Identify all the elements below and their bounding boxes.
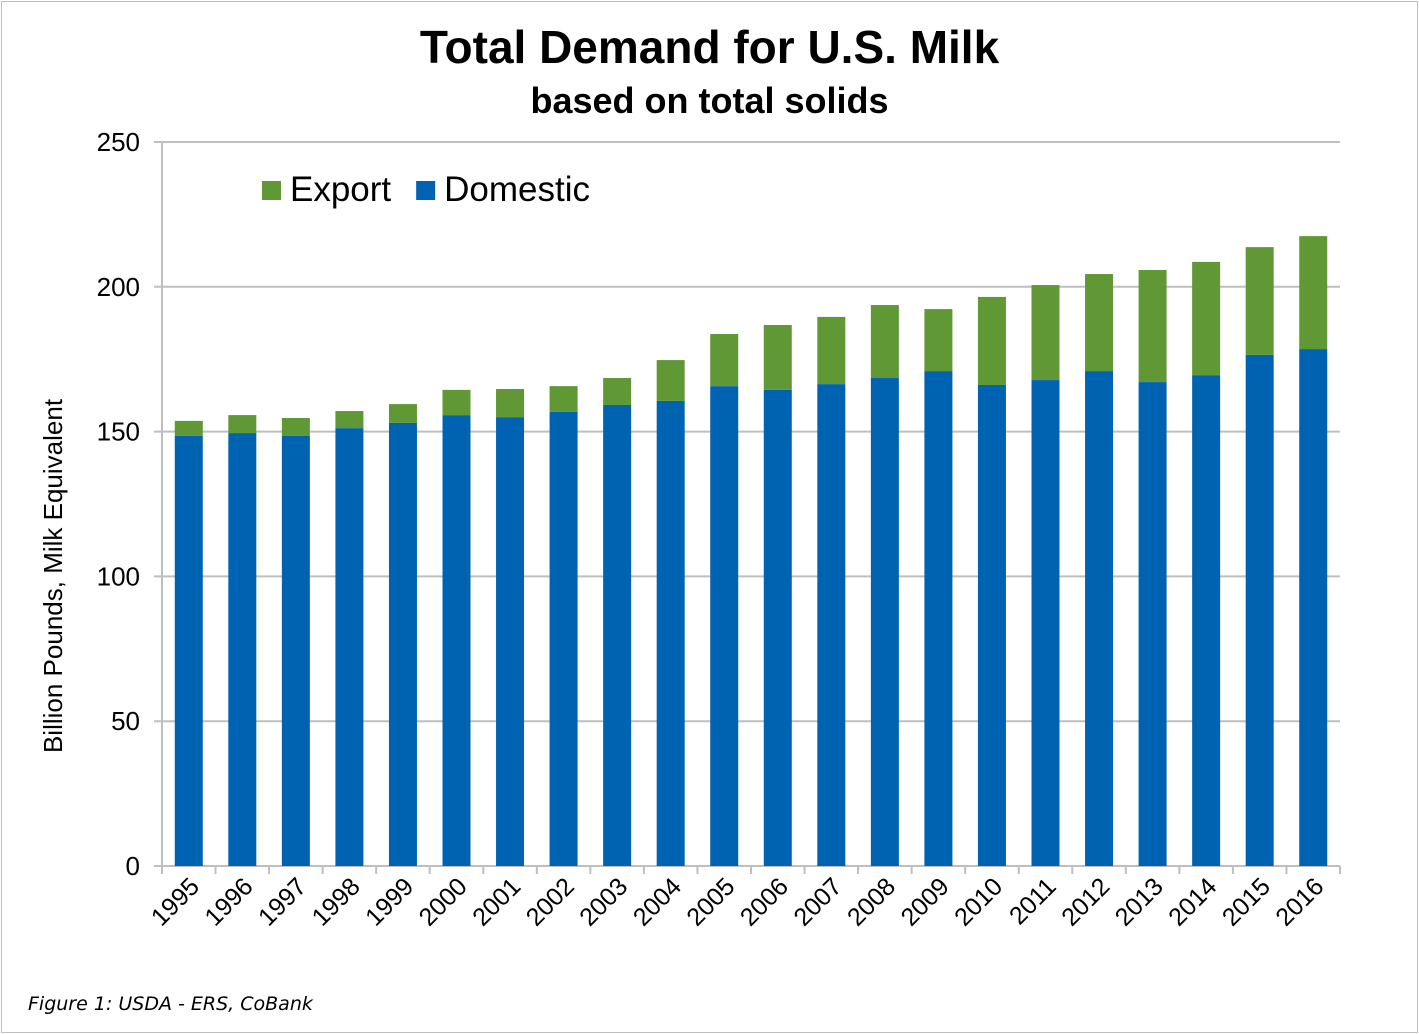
bar-export — [977, 296, 1006, 385]
bar-export — [1299, 236, 1328, 350]
bar-export — [603, 378, 632, 405]
x-tick-label: 2016 — [1270, 872, 1329, 931]
y-axis-label: Billion Pounds, Milk Equivalent — [38, 398, 68, 753]
x-tick-label: 2000 — [414, 872, 473, 931]
bar-domestic — [656, 400, 685, 866]
bar-domestic — [603, 404, 632, 866]
bar-domestic — [496, 417, 525, 866]
chart-title: Total Demand for U.S. Milk — [419, 21, 1000, 73]
bar-domestic — [1031, 380, 1060, 866]
bar-domestic — [977, 384, 1006, 866]
bar-export — [1138, 270, 1167, 383]
x-tick-label: 2010 — [949, 872, 1008, 931]
x-tick-label: 2003 — [574, 872, 633, 931]
bar-domestic — [281, 435, 310, 866]
y-tick-label: 250 — [97, 127, 140, 157]
legend-label-export: Export — [290, 170, 391, 209]
bar-domestic — [335, 428, 364, 866]
y-tick-label: 0 — [126, 851, 140, 881]
x-tick-label: 2008 — [842, 872, 901, 931]
x-tick-label: 2001 — [467, 872, 526, 931]
bar-export — [1192, 261, 1221, 376]
bar-export — [174, 420, 203, 436]
figure-source: Figure 1: USDA - ERS, CoBank — [28, 993, 313, 1015]
bar-domestic — [1138, 382, 1167, 866]
bar-domestic — [1085, 371, 1114, 866]
bar-domestic — [1299, 349, 1328, 867]
bar-export — [388, 404, 417, 423]
legend-label-domestic: Domestic — [444, 170, 590, 209]
x-tick-label: 2005 — [681, 872, 740, 931]
x-tick-label: 1999 — [360, 872, 419, 931]
bar-export — [870, 305, 899, 379]
y-tick-label: 200 — [97, 272, 140, 302]
x-tick-label: 2014 — [1163, 872, 1222, 931]
bar-domestic — [549, 411, 578, 866]
x-tick-label: 2013 — [1110, 872, 1169, 931]
bar-domestic — [924, 371, 953, 866]
bar-export — [228, 415, 257, 434]
bar-domestic — [1192, 375, 1221, 866]
x-tick-label: 2011 — [1004, 872, 1062, 930]
y-tick-label: 150 — [97, 417, 140, 447]
bar-export — [817, 316, 846, 385]
x-tick-label: 2006 — [735, 872, 794, 931]
x-tick-label: 2012 — [1056, 872, 1115, 931]
x-tick-label: 1997 — [253, 872, 312, 931]
legend-swatch-export — [262, 181, 281, 200]
x-tick-label: 2007 — [788, 872, 847, 931]
bar-domestic — [174, 435, 203, 866]
bar-export — [763, 325, 792, 390]
bar-domestic — [710, 386, 739, 866]
bar-domestic — [442, 415, 471, 866]
x-tick-label: 2002 — [521, 872, 580, 931]
bar-export — [496, 389, 525, 418]
bar-export — [1031, 285, 1060, 381]
x-tick-label: 2004 — [628, 872, 687, 931]
y-tick-label: 50 — [111, 706, 140, 736]
x-tick-label: 2015 — [1217, 872, 1276, 931]
bar-export — [1245, 247, 1274, 355]
bar-domestic — [870, 378, 899, 866]
bar-export — [710, 334, 739, 387]
chart-subtitle: based on total solids — [530, 80, 889, 121]
x-tick-label: 1998 — [307, 872, 366, 931]
bar-domestic — [388, 422, 417, 866]
bar-domestic — [817, 384, 846, 866]
bar-export — [335, 411, 364, 429]
x-tick-label: 1995 — [146, 872, 205, 931]
bar-domestic — [1245, 354, 1274, 866]
bar-domestic — [228, 433, 257, 866]
bar-domestic — [763, 389, 792, 866]
bar-export — [442, 389, 471, 416]
y-tick-label: 100 — [97, 561, 140, 591]
bar-export — [1085, 274, 1114, 372]
bar-export — [281, 417, 310, 436]
x-tick-label: 1996 — [199, 872, 258, 931]
bar-export — [924, 309, 953, 372]
legend-swatch-domestic — [416, 181, 436, 200]
x-tick-label: 2009 — [896, 872, 955, 931]
bar-export — [549, 386, 578, 412]
bar-export — [656, 360, 685, 401]
